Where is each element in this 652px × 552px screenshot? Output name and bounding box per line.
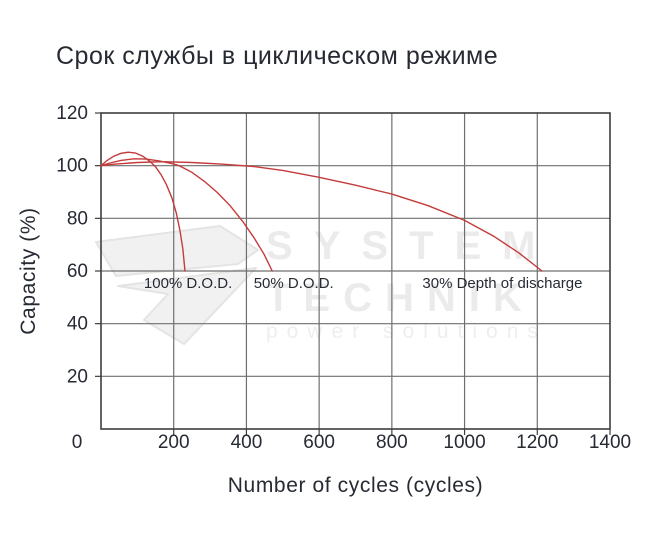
x-tick-label: 600 bbox=[303, 432, 335, 453]
x-tick-label: 1400 bbox=[589, 432, 631, 453]
x-tick-label: 1000 bbox=[443, 432, 485, 453]
x-axis-title: Number of cycles (cycles) bbox=[227, 474, 484, 497]
watermark-text-power-solutions: power solutions bbox=[266, 320, 547, 343]
x-tick-label: 0 bbox=[72, 432, 83, 453]
system-technik-logo-icon bbox=[95, 225, 259, 345]
y-tick-label: 120 bbox=[56, 103, 88, 124]
y-tick-label: 100 bbox=[56, 156, 88, 177]
watermark-text-system: SYSTEM bbox=[266, 224, 557, 268]
y-tick-label: 40 bbox=[67, 314, 88, 335]
curve-label: 30% Depth of discharge bbox=[422, 275, 582, 292]
x-tick-label: 800 bbox=[376, 432, 408, 453]
series-curve bbox=[100, 160, 543, 272]
watermark-text-technik: TECHNIK bbox=[266, 276, 535, 320]
x-tick-label: 200 bbox=[158, 432, 190, 453]
series-curve bbox=[100, 158, 273, 272]
y-tick-label: 60 bbox=[67, 261, 88, 282]
x-tick-label: 1200 bbox=[516, 432, 558, 453]
curve-label: 50% D.O.D. bbox=[254, 275, 334, 292]
y-tick-label: 20 bbox=[67, 366, 88, 387]
curve-label: 100% D.O.D. bbox=[144, 275, 232, 292]
series-curve bbox=[100, 151, 186, 272]
page-title: Срок службы в циклическом режиме bbox=[56, 42, 499, 70]
x-tick-label: 400 bbox=[231, 432, 263, 453]
y-tick-label: 80 bbox=[67, 208, 88, 229]
